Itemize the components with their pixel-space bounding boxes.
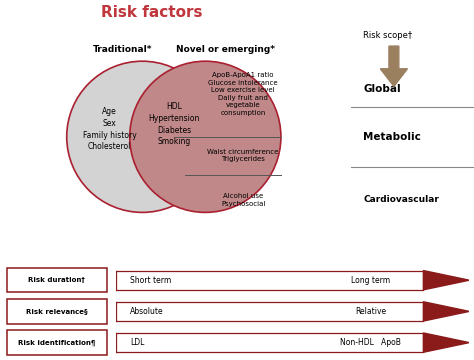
Circle shape [67,61,218,212]
FancyBboxPatch shape [7,330,107,355]
Text: Global: Global [363,84,401,94]
Text: Cardiovascular: Cardiovascular [363,195,439,204]
Text: Waist circumference
Triglycerides: Waist circumference Triglycerides [208,149,279,162]
Text: Risk identification¶: Risk identification¶ [18,339,95,346]
Text: Non-HDL   ApoB: Non-HDL ApoB [340,338,401,347]
Text: ApoB-ApoA1 ratio
Glucose intolerance
Low exercise level
Daily fruit and
vegetabl: ApoB-ApoA1 ratio Glucose intolerance Low… [208,72,278,116]
Text: Age
Sex
Family history
Cholesterol: Age Sex Family history Cholesterol [82,107,137,152]
Polygon shape [423,302,469,321]
Polygon shape [423,333,469,352]
Text: LDL: LDL [130,338,145,347]
Text: Risk relevance§: Risk relevance§ [26,309,88,314]
Text: Absolute: Absolute [130,307,164,316]
Text: Traditional*: Traditional* [92,45,152,54]
Text: Short term: Short term [130,276,172,285]
Text: Long term: Long term [351,276,390,285]
Text: Risk scope†: Risk scope† [363,31,412,40]
Text: Metabolic: Metabolic [363,132,421,142]
Circle shape [130,61,281,212]
Text: Alcohol use
Psychosocial: Alcohol use Psychosocial [221,193,265,207]
Text: Risk factors: Risk factors [100,5,202,20]
Text: Novel or emerging*: Novel or emerging* [176,45,275,54]
Text: Risk duration†: Risk duration† [28,277,85,283]
FancyBboxPatch shape [7,299,107,324]
Text: HDL
Hypertension
Diabetes
Smoking: HDL Hypertension Diabetes Smoking [148,102,200,147]
FancyBboxPatch shape [7,268,107,292]
Polygon shape [423,271,469,290]
Text: Relative: Relative [355,307,386,316]
FancyArrow shape [380,46,408,86]
